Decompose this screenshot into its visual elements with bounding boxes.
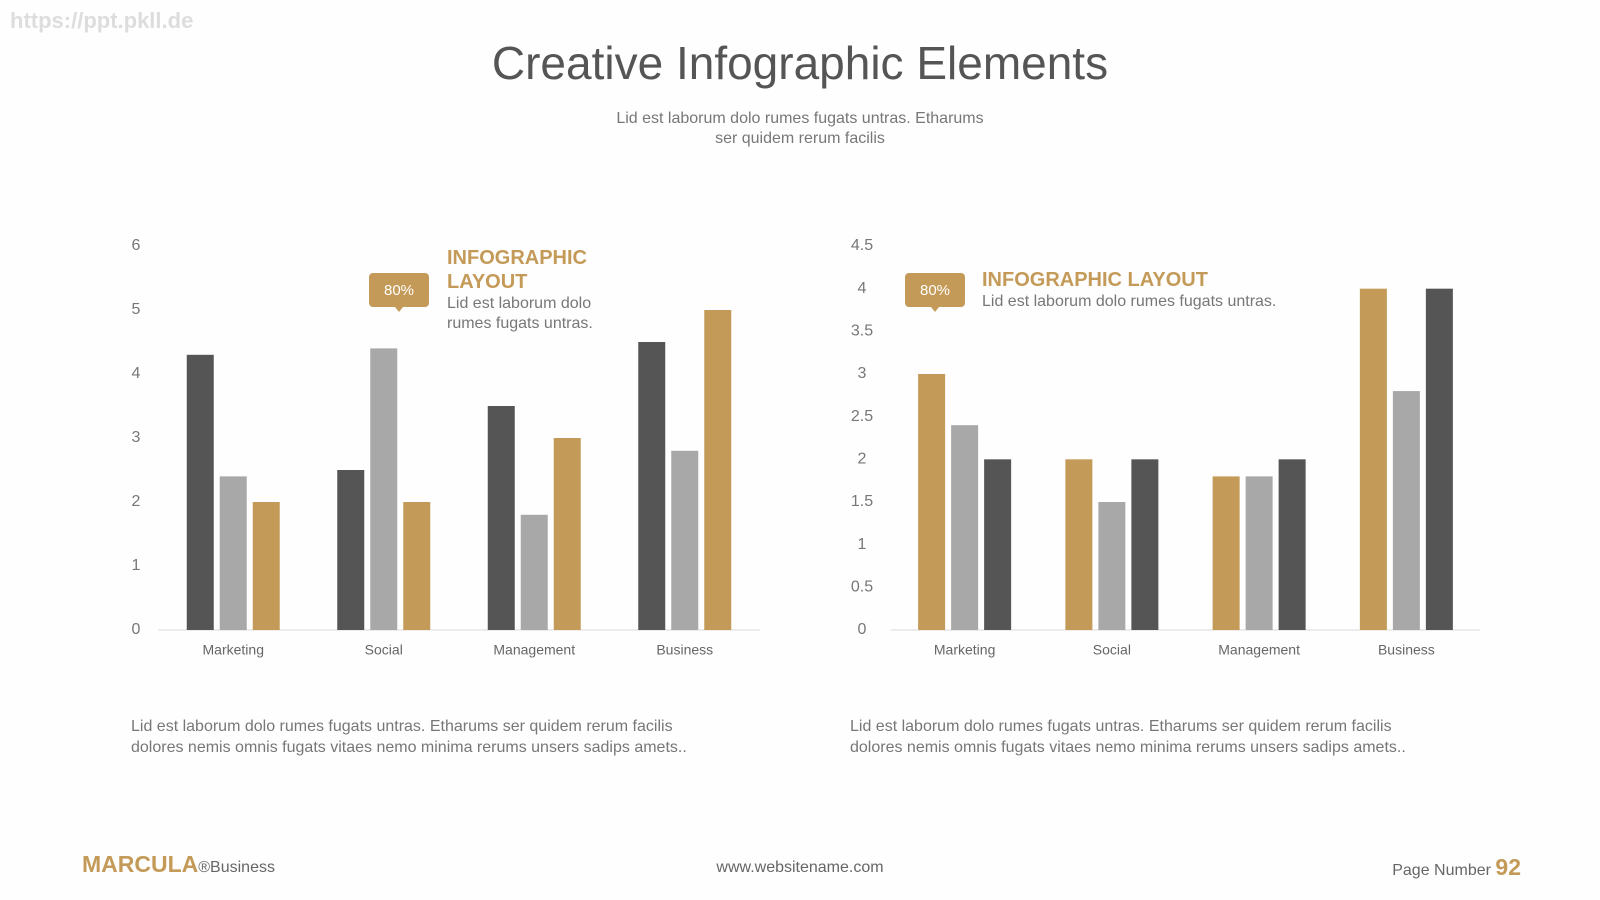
title: Creative Infographic Elements [491,37,1109,89]
brand: MARCULA [82,851,199,877]
bar [1245,476,1273,630]
bar [704,310,732,630]
caption-line: Lid est laborum dolo rumes fugats untras… [850,718,1392,735]
annotation: INFOGRAPHIC LAYOUT Lid est laborum dolo r… [982,268,1382,312]
page-number-block: Page Number 92 [1392,854,1521,881]
bar [1131,459,1159,630]
bar [337,470,365,630]
brand-block: MARCULA®Business [82,851,275,878]
bar [252,502,280,630]
bar [487,406,515,630]
y-tick-label: 4.5 [851,237,873,254]
y-tick-label: 3 [132,429,141,446]
caption-line: Lid est laborum dolo rumes fugats untras… [131,718,673,735]
x-tick-label: Social [365,642,403,658]
caption-line: dolores nemis omnis fugats vitaes nemo m… [131,739,687,756]
x-tick-label: Management [1218,642,1300,658]
bar [186,354,214,630]
annotation-text: Lid est laborum dolo [447,295,592,312]
caption-line: dolores nemis omnis fugats vitaes nemo m… [850,739,1406,756]
y-tick-label: 6 [132,237,141,254]
bar [984,459,1012,630]
page-label: Page Number [1392,862,1491,879]
annotation-heading: INFOGRAPHIC LAYOUT [447,247,587,293]
bar [219,476,247,630]
y-tick-label: 2 [132,493,141,510]
bar [638,342,666,630]
x-tick-label: Business [1378,642,1435,658]
y-tick-label: 2 [858,451,867,468]
x-tick-label: Marketing [203,642,264,658]
y-tick-label: 3.5 [851,323,873,340]
badge-label: 80% [384,282,414,299]
y-tick-label: 1.5 [851,493,873,510]
bar [520,514,548,630]
y-tick-label: 1 [858,536,867,553]
subtitle-line: Lid est laborum dolo rumes fugats untras… [616,110,984,127]
bar [951,425,979,630]
bar [370,348,398,630]
bar [1278,459,1306,630]
y-tick-label: 0 [132,621,141,638]
y-tick-label: 2.5 [851,408,873,425]
watermark: https://ppt.pkll.de [10,8,194,33]
website: www.websitename.com [716,859,884,876]
y-tick-label: 3 [858,365,867,382]
caption: Lid est laborum dolo rumes fugats untras… [850,716,1406,758]
x-tick-label: Social [1093,642,1131,658]
annotation-heading: INFOGRAPHIC LAYOUT [982,269,1208,291]
x-tick-label: Marketing [934,642,995,658]
bar [671,450,699,630]
x-tick-label: Management [493,642,575,658]
bar [553,438,581,630]
bar [1392,391,1420,630]
brand-suffix: ®Business [198,859,275,876]
bar [1065,459,1093,630]
bar [1425,288,1453,630]
bar [1212,476,1240,630]
annotation-text: Lid est laborum dolo rumes fugats untras… [982,293,1277,310]
subtitle-line: ser quidem rerum facilis [715,130,885,147]
caption: Lid est laborum dolo rumes fugats untras… [131,716,687,758]
y-tick-label: 5 [132,301,141,318]
subtitle: Lid est laborum dolo rumes fugats untras… [0,109,1600,149]
bar [918,374,946,630]
y-tick-label: 4 [858,280,867,297]
page-number: 92 [1495,854,1521,880]
y-tick-label: 1 [132,557,141,574]
bar [1098,502,1126,630]
bar [1359,288,1387,630]
annotation-text: rumes fugats untras. [447,315,593,332]
annotation: INFOGRAPHIC LAYOUT Lid est laborum dolo ru… [447,246,607,334]
y-tick-label: 0 [858,621,867,638]
bar [403,502,431,630]
y-tick-label: 4 [132,365,141,382]
badge-shape [905,273,965,312]
y-tick-label: 0.5 [851,579,873,596]
badge-label: 80% [920,282,950,299]
badge-shape [369,273,429,312]
x-tick-label: Business [656,642,713,658]
